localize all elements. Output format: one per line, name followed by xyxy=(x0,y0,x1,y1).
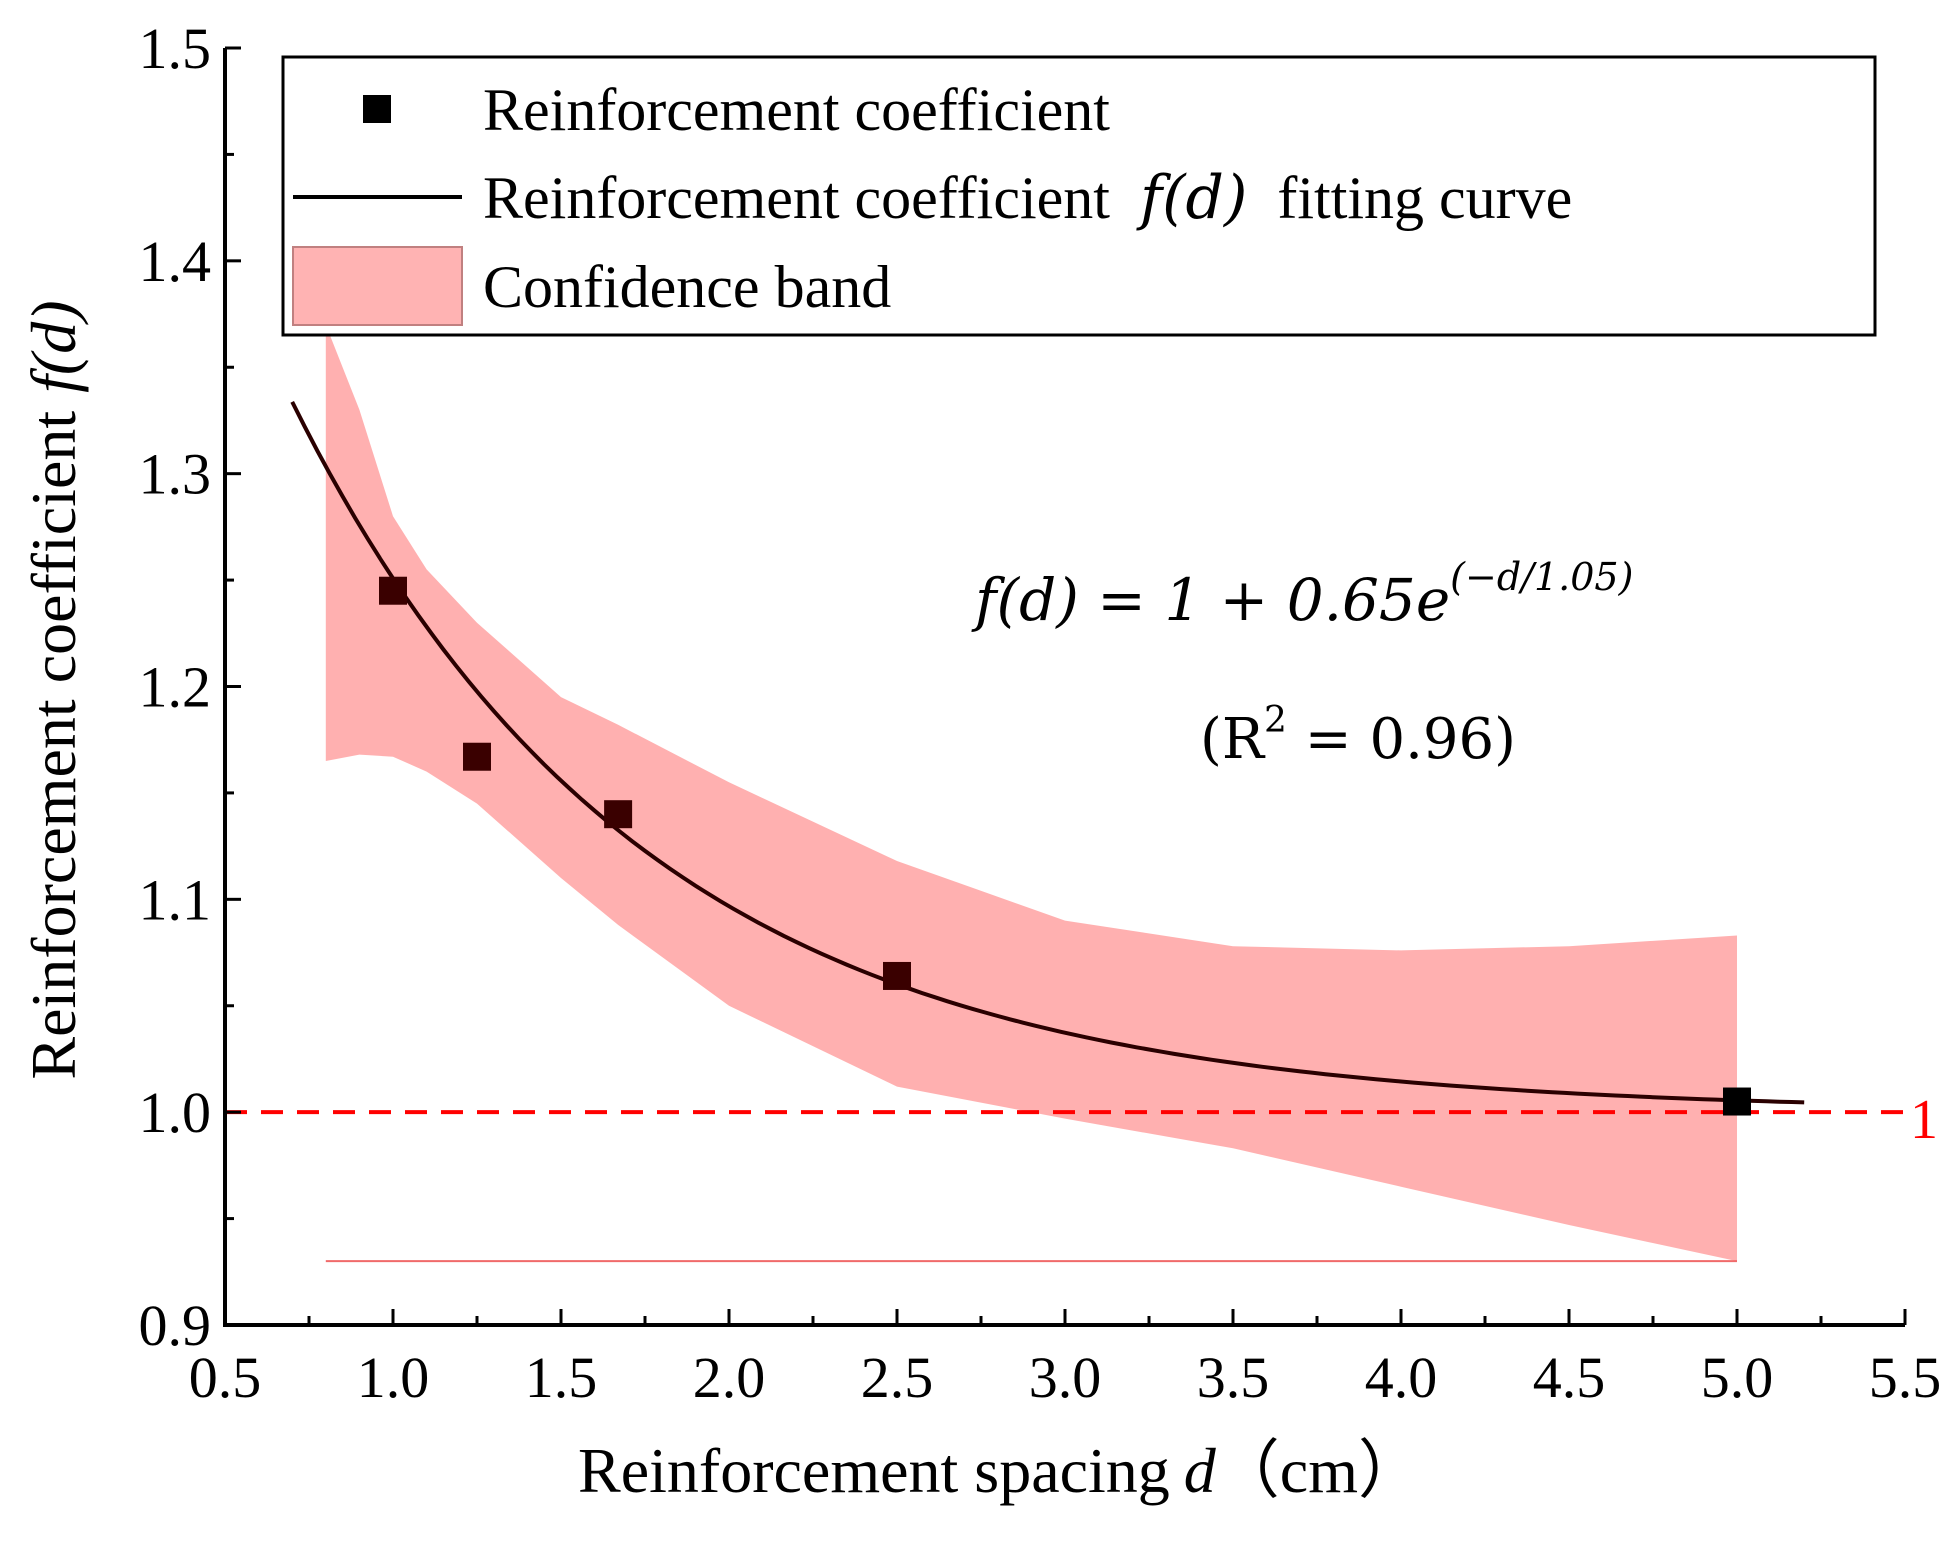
x-tick-label: 3.5 xyxy=(1197,1345,1270,1410)
r-squared-close: = 0.96) xyxy=(1287,707,1516,772)
x-tick-label: 0.5 xyxy=(189,1345,262,1410)
fit-equation-exponent: (−d/1.05) xyxy=(1450,555,1633,599)
legend-fit-suffix: fitting curve xyxy=(1277,165,1572,231)
x-tick-label: 4.5 xyxy=(1533,1345,1606,1410)
y-axis-title-text: Reinforcement coefficient xyxy=(18,411,89,1080)
x-tick-label: 5.0 xyxy=(1701,1345,1774,1410)
fitting-curve xyxy=(290,400,1805,1105)
legend-points-marker xyxy=(363,95,391,123)
x-tick-label: 2.5 xyxy=(861,1345,934,1410)
y-axis-title-var: f(d) xyxy=(18,300,89,392)
tick-marks-layer xyxy=(223,46,1907,1327)
legend: Reinforcement coefficient Reinforcement … xyxy=(281,55,1877,337)
legend-frame xyxy=(281,55,1877,337)
legend-band-swatch xyxy=(292,246,463,326)
data-points-layer xyxy=(379,576,1751,1116)
data-point xyxy=(883,961,911,990)
data-point xyxy=(1723,1087,1751,1116)
confidence-band xyxy=(325,324,1737,1262)
r-squared-open: (R xyxy=(1200,707,1266,772)
y-tick-label: 0.9 xyxy=(139,1293,212,1358)
x-axis-title: Reinforcement spacing d（cm） xyxy=(578,1435,1422,1506)
y-tick-label: 1.1 xyxy=(139,867,212,932)
legend-fit-var: f(d) xyxy=(1136,163,1247,233)
confidence-band-layer xyxy=(325,324,1737,1263)
data-point xyxy=(604,800,633,829)
x-axis-title-var: d xyxy=(1184,1435,1217,1506)
y-tick-label: 1.5 xyxy=(139,16,212,81)
x-tick-label: 4.0 xyxy=(1365,1345,1438,1410)
x-tick-label: 1.0 xyxy=(357,1345,430,1410)
y-tick-label: 1.3 xyxy=(139,442,212,507)
x-tick-label: 1.5 xyxy=(525,1345,598,1410)
y-axis-title: Reinforcement coefficient f(d) xyxy=(18,300,89,1079)
legend-fit-prefix: Reinforcement coefficient xyxy=(483,165,1110,231)
x-tick-label: 3.0 xyxy=(1029,1345,1102,1410)
r-squared: (R2 = 0.96) xyxy=(1200,700,1516,772)
x-axis-title-text: Reinforcement spacing xyxy=(578,1435,1170,1506)
fitting-curve-layer xyxy=(290,400,1805,1105)
y-tick-label: 1.0 xyxy=(139,1080,212,1145)
reference-line-label: 1 xyxy=(1910,1089,1938,1151)
r-squared-sup: 2 xyxy=(1264,700,1287,741)
x-axis-title-unit: （cm） xyxy=(1216,1435,1422,1506)
tick-labels-layer: 0.5 1.0 1.5 2.0 2.5 3.0 3.5 4.0 4.5 5.0 5.5 0.9 1.0 1… xyxy=(139,16,1942,1410)
y-tick-label: 1.2 xyxy=(139,655,212,720)
x-tick-label: 2.0 xyxy=(693,1345,766,1410)
data-point xyxy=(463,742,491,771)
data-point xyxy=(379,576,407,605)
legend-band-label: Confidence band xyxy=(483,254,891,320)
x-tick-label: 5.5 xyxy=(1869,1345,1942,1410)
fit-equation: f(d) = 1 + 0.65e(−d/1.05) xyxy=(971,555,1633,634)
y-tick-label: 1.4 xyxy=(139,229,212,294)
fit-equation-main: f(d) = 1 + 0.65e xyxy=(971,566,1450,634)
legend-fit-label: Reinforcement coefficient f(d) fitting cur… xyxy=(483,163,1572,233)
legend-points-label: Reinforcement coefficient xyxy=(483,77,1110,143)
